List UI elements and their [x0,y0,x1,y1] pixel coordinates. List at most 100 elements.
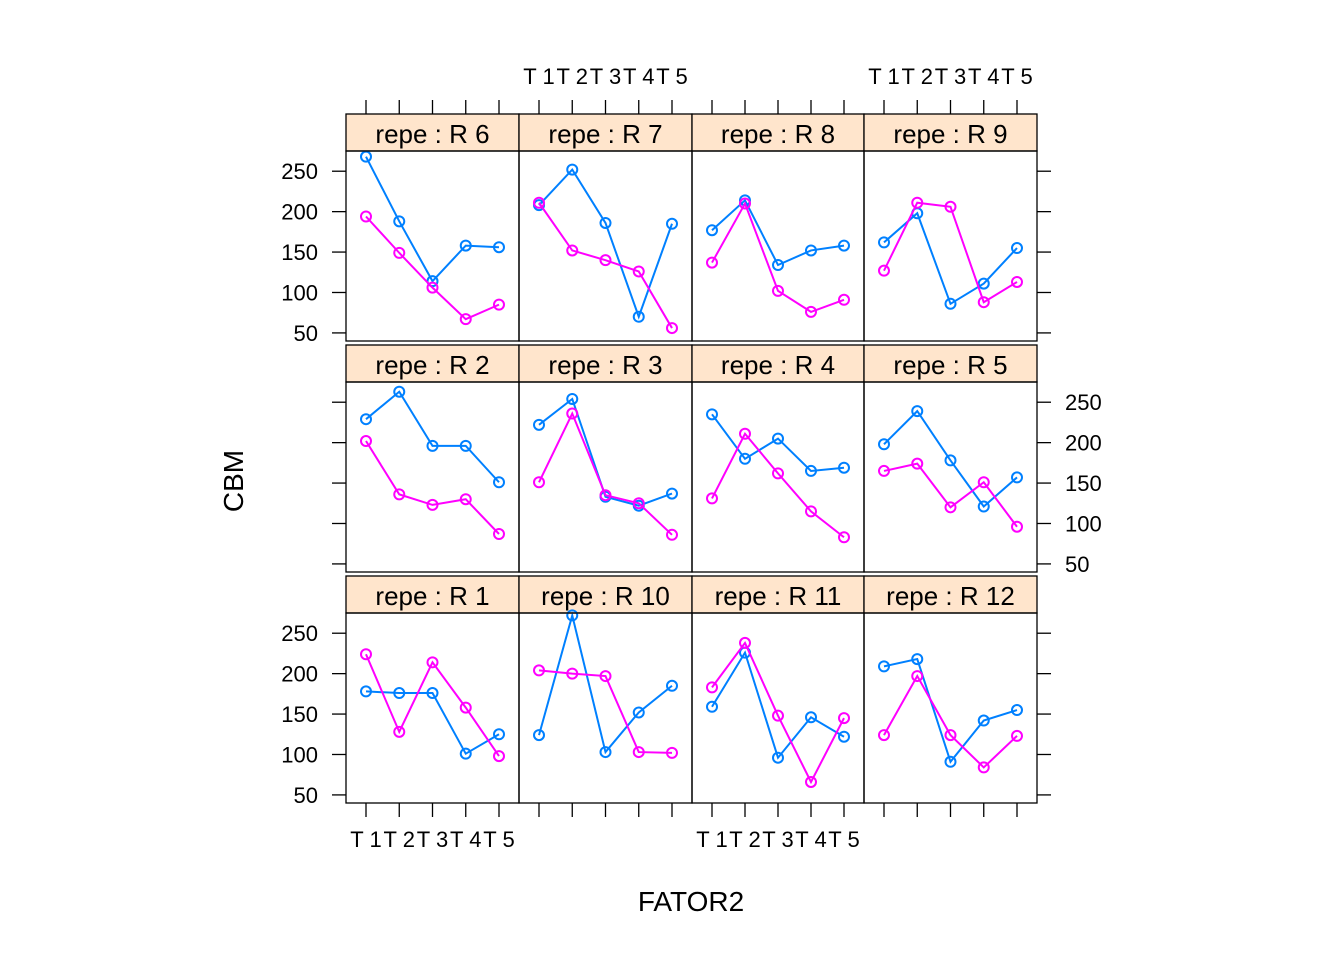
data-point [706,408,718,421]
y-axis-title: CBM [218,450,249,512]
strip-label: repe : R 8 [721,119,835,149]
data-point [911,670,924,683]
data-point [493,728,505,741]
series-line-2 [538,202,673,329]
data-point [360,413,372,426]
y-tick-label: 50 [294,321,318,346]
data-point [739,427,751,440]
data-point [772,284,784,297]
data-point [977,296,990,309]
data-point [426,439,439,452]
y-tick-label: 50 [294,783,318,808]
data-point [838,730,850,743]
data-point [599,670,612,683]
data-point [944,755,957,768]
data-point [706,681,718,694]
data-point [739,197,751,210]
strip-background [691,575,865,614]
x-tick-label: T 3 [417,827,448,852]
y-tick-label: 250 [281,621,318,646]
data-point [566,392,579,405]
data-point [878,264,890,277]
data-point [360,210,372,223]
x-tick-label: T 2 [902,64,933,89]
data-point [393,385,406,398]
data-point [911,405,924,418]
series-line-1 [883,657,1018,764]
data-point [632,497,645,510]
series-line-1 [365,390,500,483]
data-point [772,467,784,480]
data-point [666,746,678,759]
x-tick-label: T 3 [935,64,966,89]
data-point [459,439,472,452]
y-axis-right-3 [1037,632,1051,796]
data-point [493,298,505,311]
series-line-2 [538,669,673,754]
strip-label: repe : R 1 [375,581,489,611]
panel-8: repe : R 5 [863,344,1038,573]
panel-9: repe : R 6 [345,113,520,342]
x-tick-label: T 5 [1001,64,1032,89]
data-point [1011,520,1023,533]
data-point [977,714,990,727]
data-point [533,418,545,431]
data-point [360,685,372,698]
data-point [632,706,645,719]
y-tick-label: 100 [1065,511,1102,536]
series-line-1 [538,397,673,507]
data-point [666,217,678,230]
panel-border [691,381,865,573]
data-point [533,476,545,489]
series-line-1 [711,413,845,472]
data-point [772,751,784,764]
strip-label: repe : R 2 [375,350,489,380]
data-point [533,196,545,209]
data-point [944,454,957,467]
panel-5: repe : R 2 [345,344,520,573]
data-point [459,239,472,252]
x-tick-label: T 5 [828,827,859,852]
data-point [566,244,579,257]
data-point [493,750,505,763]
panel-3: repe : R 11 [691,575,865,804]
strip-label: repe : R 12 [886,581,1015,611]
x-axis-title: FATOR2 [638,886,744,917]
x-tick-label: T 1 [868,64,899,89]
data-point [599,489,612,502]
y-axis-right-2: 50 100 150 200 250 [1037,390,1102,577]
data-point [805,464,817,477]
data-point [533,664,545,677]
panel-6: repe : R 3 [518,344,693,573]
data-point [493,476,505,489]
panel-border [863,150,1038,342]
y-tick-label: 150 [281,702,318,727]
data-point [1011,729,1023,742]
series-line-1 [538,167,673,320]
data-point [1011,275,1023,288]
strip-background [345,113,520,152]
y-axis-left-2 [332,401,346,565]
strip-label: repe : R 9 [893,119,1007,149]
data-point [599,254,612,267]
x-tick-label: T 4 [968,64,999,89]
data-point [393,246,406,259]
x-tick-label: T 4 [623,64,654,89]
data-point [666,322,678,335]
data-point [393,725,406,738]
panel-10: repe : R 7 [518,113,693,342]
series-line-1 [883,211,1018,306]
data-point [911,653,924,666]
data-point [533,729,545,742]
y-axis-left-1: 50 100 150 200 250 [281,159,346,346]
series-line-2 [365,440,500,535]
strip-background [691,113,865,152]
data-point [393,215,406,228]
data-point [1011,242,1023,255]
data-point [459,747,472,760]
x-tick-label: T 4 [450,827,481,852]
data-point [566,609,579,622]
x-tick-label: T 2 [557,64,588,89]
data-point [632,265,645,278]
